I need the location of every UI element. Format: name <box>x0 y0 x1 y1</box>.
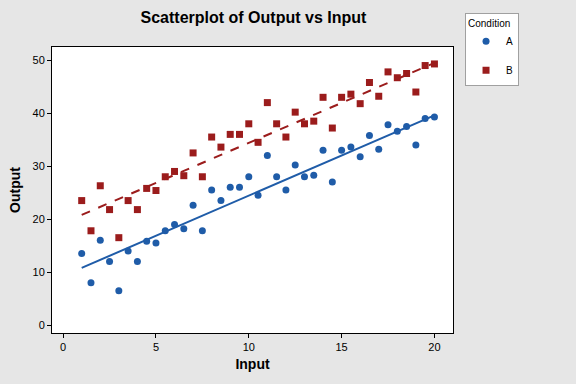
svg-text:Condition: Condition <box>468 18 510 29</box>
svg-text:Output: Output <box>7 167 23 213</box>
svg-text:15: 15 <box>335 341 347 353</box>
svg-text:10: 10 <box>33 266 45 278</box>
svg-text:30: 30 <box>33 160 45 172</box>
svg-text:B: B <box>506 65 513 76</box>
svg-text:20: 20 <box>428 341 440 353</box>
svg-text:50: 50 <box>33 54 45 66</box>
svg-text:0: 0 <box>60 341 66 353</box>
svg-text:40: 40 <box>33 107 45 119</box>
svg-text:20: 20 <box>33 213 45 225</box>
svg-text:10: 10 <box>243 341 255 353</box>
svg-text:5: 5 <box>153 341 159 353</box>
svg-text:Input: Input <box>235 356 270 372</box>
svg-text:0: 0 <box>39 319 45 331</box>
svg-text:Scatterplot of Output vs Input: Scatterplot of Output vs Input <box>141 9 367 26</box>
svg-text:A: A <box>506 36 513 47</box>
